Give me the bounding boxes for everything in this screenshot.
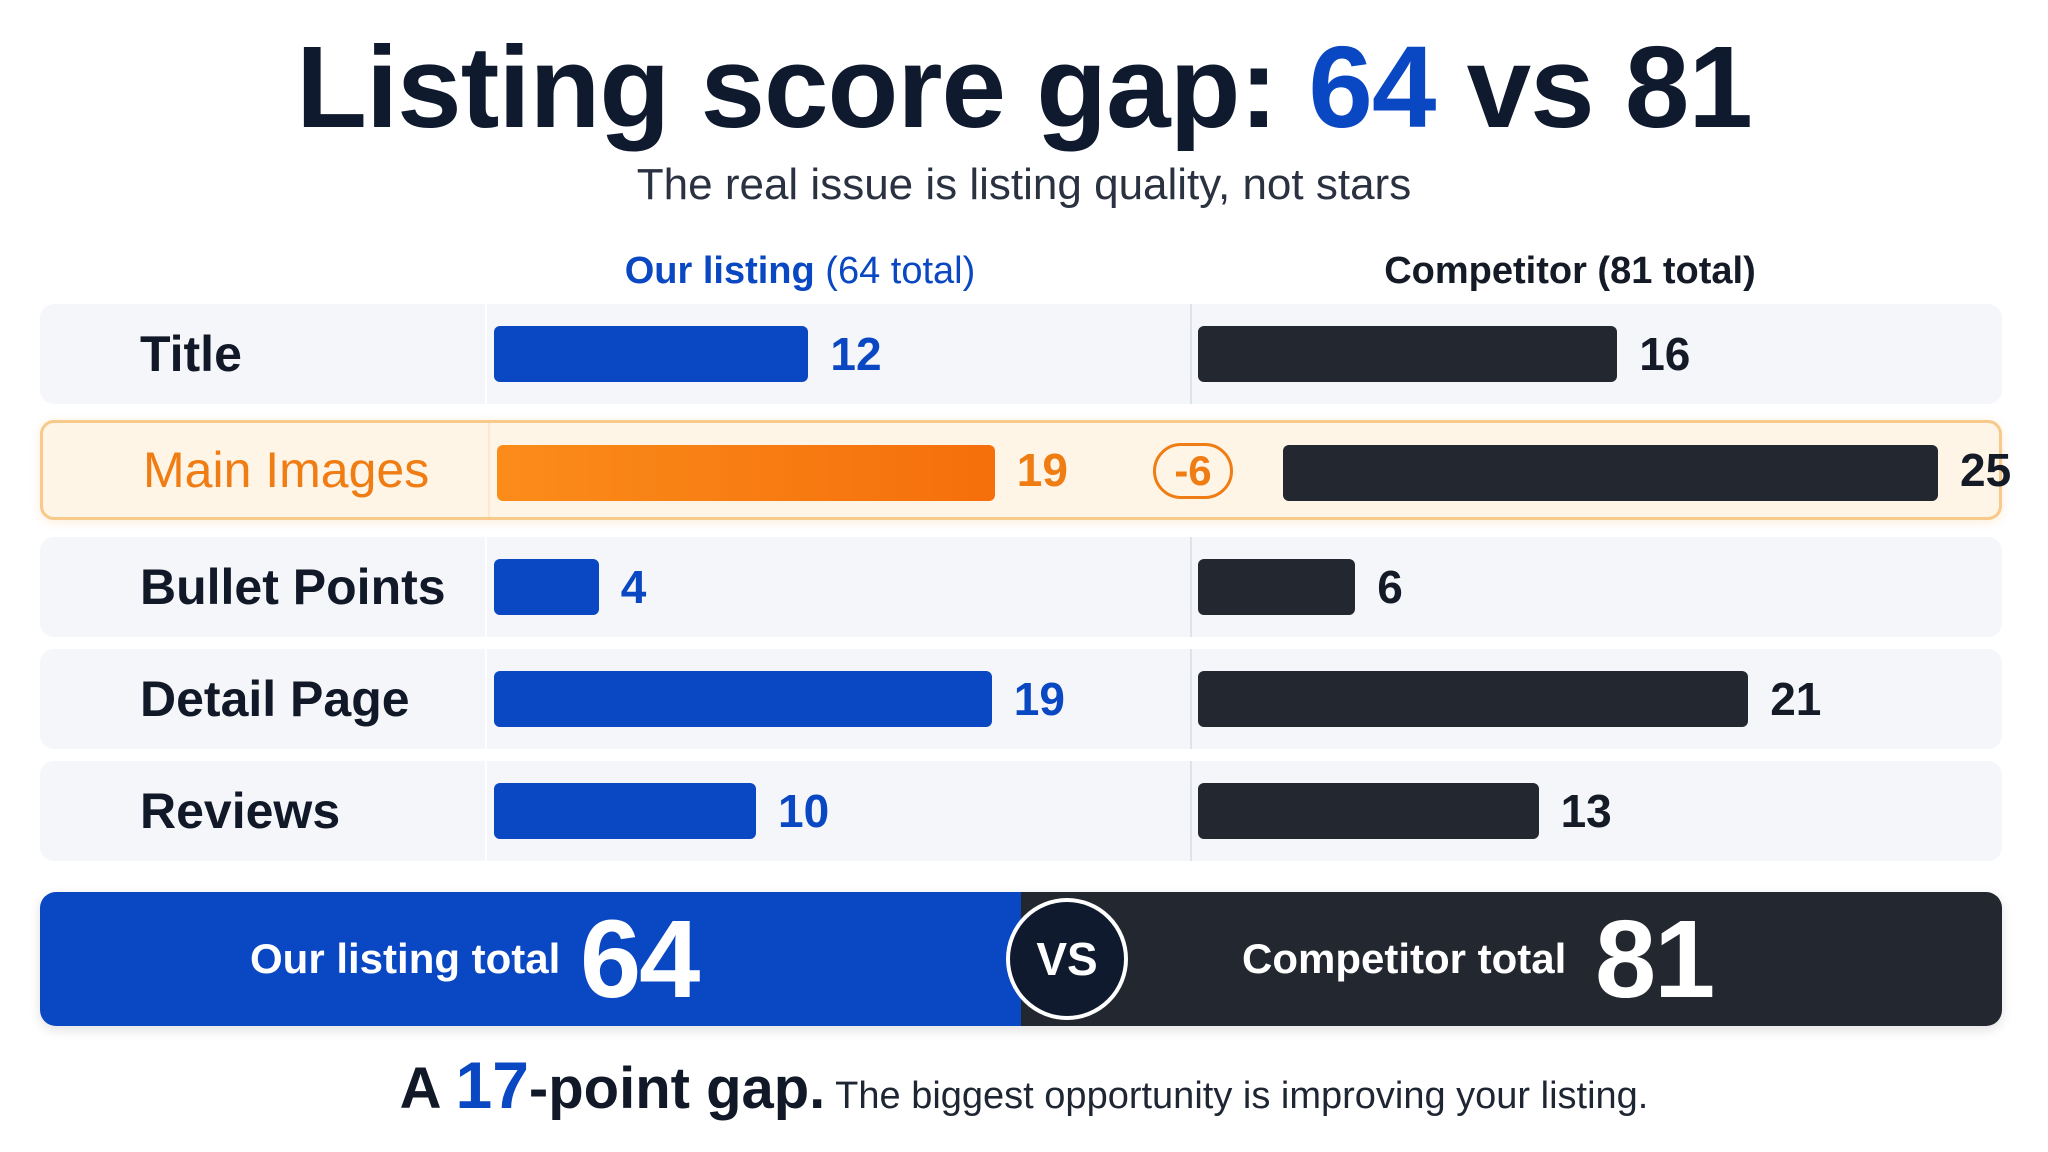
our-listing-value-main-images: 19 <box>1016 444 1068 496</box>
our-listing-value-bullet-points: 4 <box>620 561 647 613</box>
row-bullet-points: Bullet Points 4 6 <box>40 537 2002 637</box>
our-listing-bar-detail-page <box>494 671 992 727</box>
competitor-value-bullet-points: 6 <box>1377 561 1403 613</box>
title-our-score: 64 <box>1308 22 1436 152</box>
our-listing-total-value: 64 <box>580 897 700 1021</box>
competitor-value-main-images: 25 <box>1960 444 2012 496</box>
competitor-total-value: 81 <box>1595 897 1715 1021</box>
competitor-value-detail-page: 21 <box>1770 673 1822 725</box>
row-reviews: Reviews 10 13 <box>40 761 2002 861</box>
competitor-header-name: Competitor <box>1384 250 1587 292</box>
footer-a: A <box>399 1056 456 1121</box>
competitor-column-header: Competitor (81 total) <box>1190 247 1950 295</box>
our-listing-value-title: 12 <box>830 328 882 380</box>
row-divider <box>485 304 487 404</box>
row-title: Title 12 16 <box>40 304 2002 404</box>
footer-summary: A 17-point gap. The biggest opportunity … <box>0 1050 2048 1139</box>
our-listing-value-detail-page: 19 <box>1013 673 1065 725</box>
competitor-header-total: (81 total) <box>1597 250 1756 292</box>
our-listing-bar-title <box>494 326 809 382</box>
footer-gap-number: 17 <box>455 1048 529 1122</box>
competitor-bar-bullet-points <box>1198 559 1356 615</box>
title-competitor-score: 81 <box>1624 22 1753 152</box>
competitor-total-label: Competitor total <box>1242 935 1567 982</box>
gap-badge: -6 <box>1153 443 1233 499</box>
row-divider <box>485 649 487 749</box>
competitor-bar-title <box>1198 326 1618 382</box>
our-listing-column-header: Our listing (64 total) <box>400 247 1200 295</box>
our-listing-bar-main-images <box>497 445 995 501</box>
title-vs: vs <box>1435 22 1625 152</box>
our-listing-header-name: Our listing <box>624 250 815 292</box>
our-listing-bar-bullet-points <box>494 559 599 615</box>
chart-title: Listing score gap: 64 vs 81 <box>0 22 2048 152</box>
row-divider <box>485 761 487 861</box>
competitor-value-reviews: 13 <box>1560 785 1612 837</box>
competitor-value-title: 16 <box>1639 328 1691 380</box>
row-main-images: Main Images 19 25 -6 <box>40 420 2011 520</box>
column-divider <box>1190 761 1192 861</box>
row-detail-page: Detail Page 19 21 <box>40 649 2002 749</box>
footer-point-gap: -point gap. <box>528 1056 826 1121</box>
our-listing-value-reviews: 10 <box>778 785 830 837</box>
category-label: Detail Page <box>140 671 410 727</box>
category-label: Title <box>140 326 242 382</box>
column-divider <box>1190 649 1192 749</box>
title-prefix: Listing score gap: <box>296 22 1309 152</box>
competitor-bar-main-images <box>1283 445 1938 501</box>
category-label: Reviews <box>140 783 341 839</box>
chart-subtitle: The real issue is listing quality, not s… <box>636 160 1412 209</box>
row-divider <box>485 537 487 637</box>
row-divider <box>488 423 490 517</box>
totals-bar: Our listing total 64 VS Competitor total… <box>40 892 2002 1026</box>
footer-message: The biggest opportunity is improving you… <box>825 1075 1649 1117</box>
category-label: Bullet Points <box>140 559 446 615</box>
competitor-bar-reviews <box>1198 783 1539 839</box>
column-divider <box>1190 304 1192 404</box>
column-divider <box>1190 537 1192 637</box>
category-label: Main Images <box>143 442 430 498</box>
our-listing-header-total: (64 total) <box>825 250 976 292</box>
our-listing-total-label: Our listing total <box>250 935 561 982</box>
competitor-bar-detail-page <box>1198 671 1749 727</box>
vs-badge: VS <box>1006 898 1128 1020</box>
our-listing-bar-reviews <box>494 783 756 839</box>
